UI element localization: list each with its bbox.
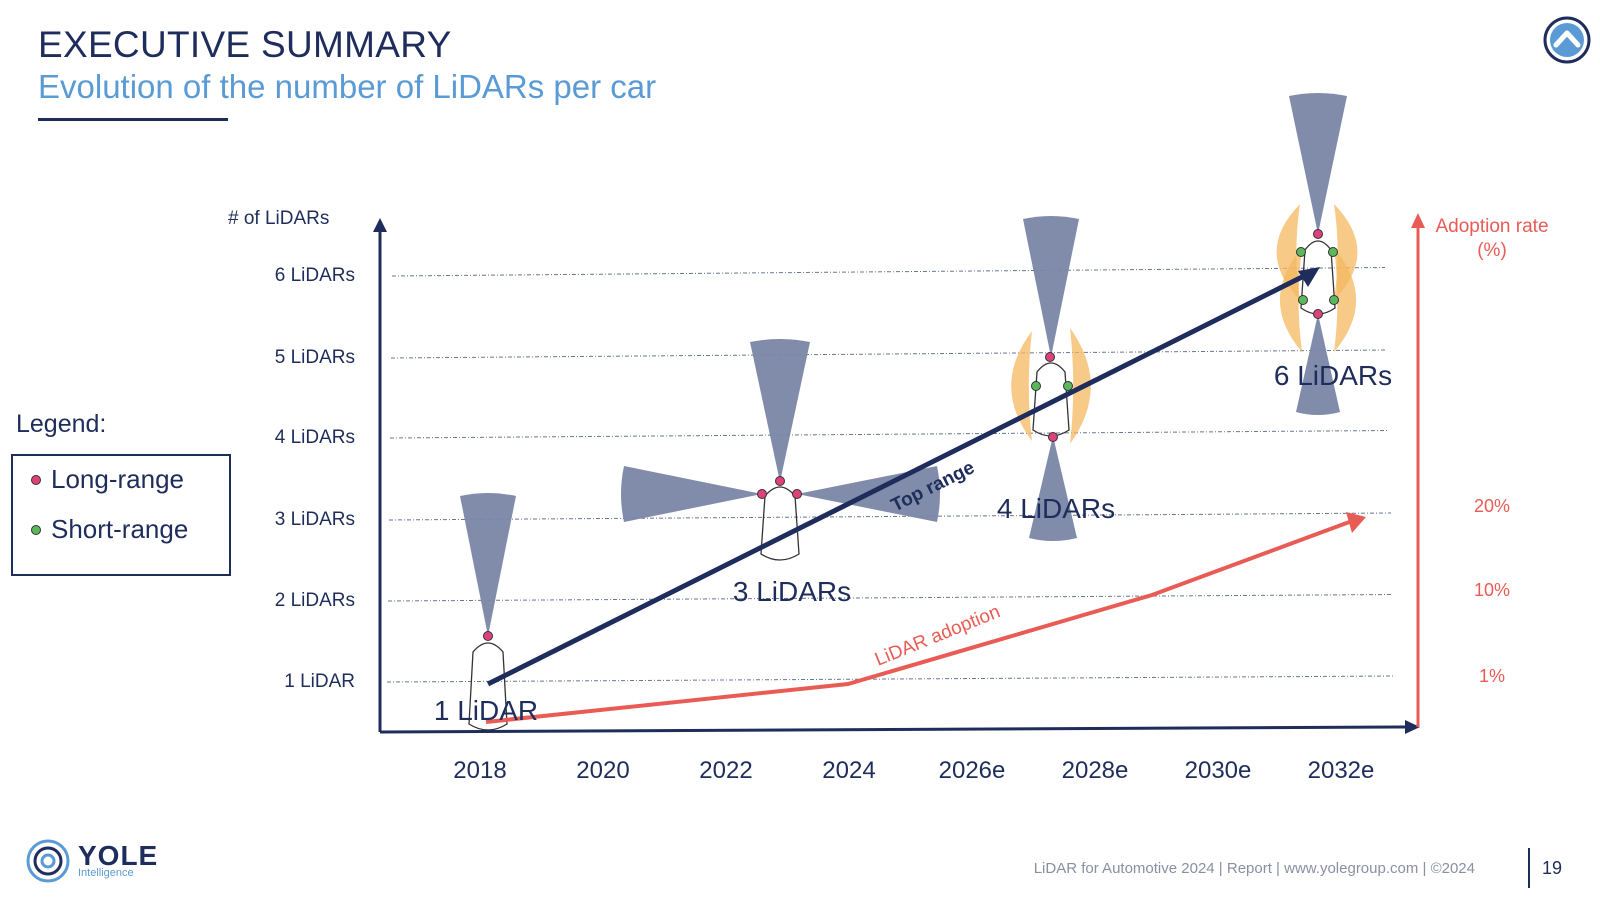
y-tick-label: 5 LiDARs	[275, 347, 355, 368]
short-range-sensor-dot	[1296, 247, 1306, 257]
top-range-line	[486, 269, 1314, 687]
x-tick-label: 2020	[576, 757, 629, 784]
legend-item-short-range: Short-range	[31, 514, 188, 545]
long-range-fov	[1296, 314, 1340, 415]
car-lidar-count-label: 3 LiDARs	[733, 576, 851, 607]
gridline	[390, 349, 1388, 359]
yole-subbrand: Intelligence	[78, 867, 134, 879]
yole-swirl-icon	[26, 839, 70, 883]
page-number: 19	[1542, 858, 1563, 878]
short-range-sensor-dot	[1329, 295, 1339, 305]
top-range-arrowhead	[1298, 267, 1320, 287]
y-tick-label: 3 LiDARs	[275, 509, 355, 530]
long-range-fov	[621, 466, 762, 522]
y-axis-title: # of LiDARs	[228, 208, 329, 229]
gridline	[386, 675, 1396, 683]
car-outline	[1300, 240, 1336, 315]
right-tick-label: 10%	[1474, 580, 1510, 600]
car-lidar-count-label: 4 LiDARs	[997, 493, 1115, 524]
x-axis-arrowhead	[1405, 720, 1420, 734]
gridline	[388, 512, 1392, 521]
x-tick-label: 2022	[699, 757, 752, 784]
y-tick-label: 6 LiDARs	[275, 265, 355, 286]
short-range-fov	[1279, 248, 1302, 352]
legend-item-long-range: Long-range	[31, 464, 184, 495]
short-range-sensor-dot	[1063, 381, 1073, 391]
short-range-sensor-dot	[1298, 295, 1308, 305]
car-lidar-count-label: 1 LiDAR	[434, 695, 538, 726]
gridline	[391, 267, 1386, 277]
long-range-fov	[1289, 93, 1347, 234]
short-range-sensor-dot	[1328, 247, 1338, 257]
page-subtitle: Evolution of the number of LiDARs per ca…	[38, 68, 657, 105]
short-range-fov	[1011, 331, 1032, 441]
adoption-label: LiDAR adoption	[872, 601, 1003, 670]
long-range-sensor-dot	[1045, 352, 1055, 362]
short-range-sensor-dot	[1031, 381, 1041, 391]
legend-label-short-range: Short-range	[51, 514, 189, 544]
long-range-sensor-dot	[757, 489, 767, 499]
car-outline	[760, 486, 800, 561]
short-range-dot-icon	[31, 524, 41, 535]
y-tick-label: 1 LiDAR	[284, 671, 355, 692]
right-tick-label: 1%	[1479, 666, 1505, 686]
long-range-sensor-dot	[775, 476, 785, 486]
title-underline	[38, 118, 228, 121]
short-range-fov	[1334, 248, 1357, 352]
long-range-fov	[460, 493, 516, 636]
long-range-sensor-dot	[1313, 309, 1323, 319]
yole-arrow-logo-icon[interactable]	[1542, 15, 1592, 65]
x-tick-label: 2030e	[1185, 757, 1252, 784]
x-tick-label: 2032e	[1308, 757, 1375, 784]
gridline	[387, 594, 1394, 602]
legend-box: Long-range Short-range	[11, 454, 231, 576]
long-range-dot-icon	[31, 474, 41, 485]
page-title: EXECUTIVE SUMMARY	[38, 24, 452, 65]
footer-text: LiDAR for Automotive 2024 | Report | www…	[1033, 860, 1475, 877]
yole-logo[interactable]: YOLE Intelligence	[24, 838, 158, 884]
x-tick-label: 2028e	[1062, 757, 1129, 784]
long-range-sensor-dot	[1048, 432, 1058, 442]
y-tick-label: 4 LiDARs	[275, 427, 355, 448]
long-range-fov	[1023, 216, 1079, 357]
car-lidar-count-label: 6 LiDARs	[1274, 360, 1392, 391]
x-tick-label: 2024	[822, 757, 875, 784]
long-range-fov	[1029, 436, 1077, 541]
x-tick-label: 2018	[453, 757, 506, 784]
long-range-sensor-dot	[792, 489, 802, 499]
adoption-line	[485, 519, 1353, 724]
right-axis-title: Adoption rate (%)	[1435, 216, 1548, 261]
long-range-fov	[750, 339, 810, 482]
x-axis-line	[379, 725, 1409, 734]
footer-divider	[1528, 848, 1530, 888]
adoption-arrowhead	[1346, 512, 1366, 533]
long-range-sensor-dot	[483, 631, 493, 641]
yole-wordmark: YOLE	[78, 840, 159, 871]
y-axis-arrowhead	[373, 218, 387, 232]
y-tick-label: 2 LiDARs	[275, 590, 355, 611]
right-axis-arrowhead	[1411, 213, 1425, 228]
x-tick-label: 2026e	[939, 757, 1006, 784]
gridline	[389, 430, 1390, 439]
long-range-sensor-dot	[1313, 229, 1323, 239]
legend-label-long-range: Long-range	[51, 464, 184, 494]
car-outline	[468, 642, 508, 731]
right-tick-label: 20%	[1474, 496, 1510, 516]
legend-title: Legend:	[16, 410, 107, 438]
car-outline	[1032, 362, 1070, 437]
